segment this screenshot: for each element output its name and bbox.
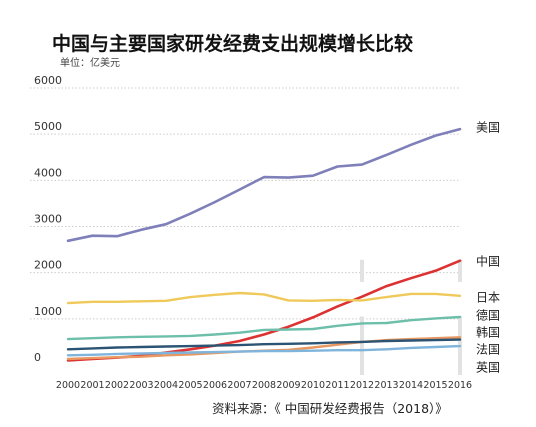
x-tick-label: 2007 [227, 380, 251, 391]
x-axis-ticks: 2000 2001 2002 2003 2004 2005 2006 2007 2008 2009… [56, 380, 472, 391]
chart-unit: 单位：亿美元 [60, 56, 120, 69]
y-tick-label: 0 [34, 351, 41, 364]
x-tick-label: 2004 [154, 380, 178, 391]
series-label-6: 英国 [476, 361, 500, 375]
source-note: 资料来源：《 中国研发经费报告（2018）》 [212, 401, 448, 416]
y-axis-ticks: 0 1000 2000 3000 4000 5000 6000 [34, 74, 62, 364]
highlight-bar-segment-2016 [458, 259, 462, 282]
series-line-5 [66, 338, 462, 351]
x-tick-label: 2009 [276, 380, 300, 391]
series-line-1 [66, 259, 462, 362]
series-label-4: 韩国 [476, 325, 500, 340]
y-tick-label: 2000 [34, 259, 62, 272]
chart-title: 中国与主要国家研发经费支出规模增长比较 [52, 32, 413, 55]
x-tick-label: 2015 [423, 380, 447, 391]
y-tick-label: 3000 [34, 213, 62, 226]
gridlines [30, 87, 460, 320]
series-line-3 [66, 315, 462, 341]
y-tick-label: 1000 [34, 305, 62, 318]
x-tick-label: 2005 [178, 380, 202, 391]
x-tick-label: 2011 [325, 380, 349, 391]
series-label-0: 美国 [476, 121, 500, 135]
x-tick-label: 2013 [374, 380, 398, 391]
x-tick-label: 2002 [105, 380, 129, 391]
series-lines [66, 127, 462, 362]
series-label-5: 法国 [476, 343, 500, 357]
y-tick-label: 5000 [34, 120, 62, 133]
series-label-3: 德国 [476, 308, 500, 323]
highlight-bar-segment-2012 [360, 259, 364, 282]
highlight-bar-2012 [360, 316, 364, 375]
x-tick-label: 2014 [399, 380, 423, 391]
x-tick-label: 2010 [301, 380, 325, 391]
x-tick-label: 2012 [350, 380, 374, 391]
x-tick-label: 2001 [80, 380, 104, 391]
x-tick-label: 2003 [129, 380, 153, 391]
series-line-0 [66, 127, 462, 243]
y-tick-label: 6000 [34, 74, 62, 87]
x-tick-label: 2006 [203, 380, 227, 391]
series-label-2: 日本 [476, 291, 500, 305]
x-tick-label: 2008 [252, 380, 276, 391]
series-line-6 [66, 344, 462, 357]
x-tick-label: 2016 [448, 380, 472, 391]
y-tick-label: 4000 [34, 166, 62, 179]
series-line-2 [66, 291, 462, 305]
series-label-1: 中国 [476, 254, 500, 269]
x-tick-label: 2000 [56, 380, 80, 391]
